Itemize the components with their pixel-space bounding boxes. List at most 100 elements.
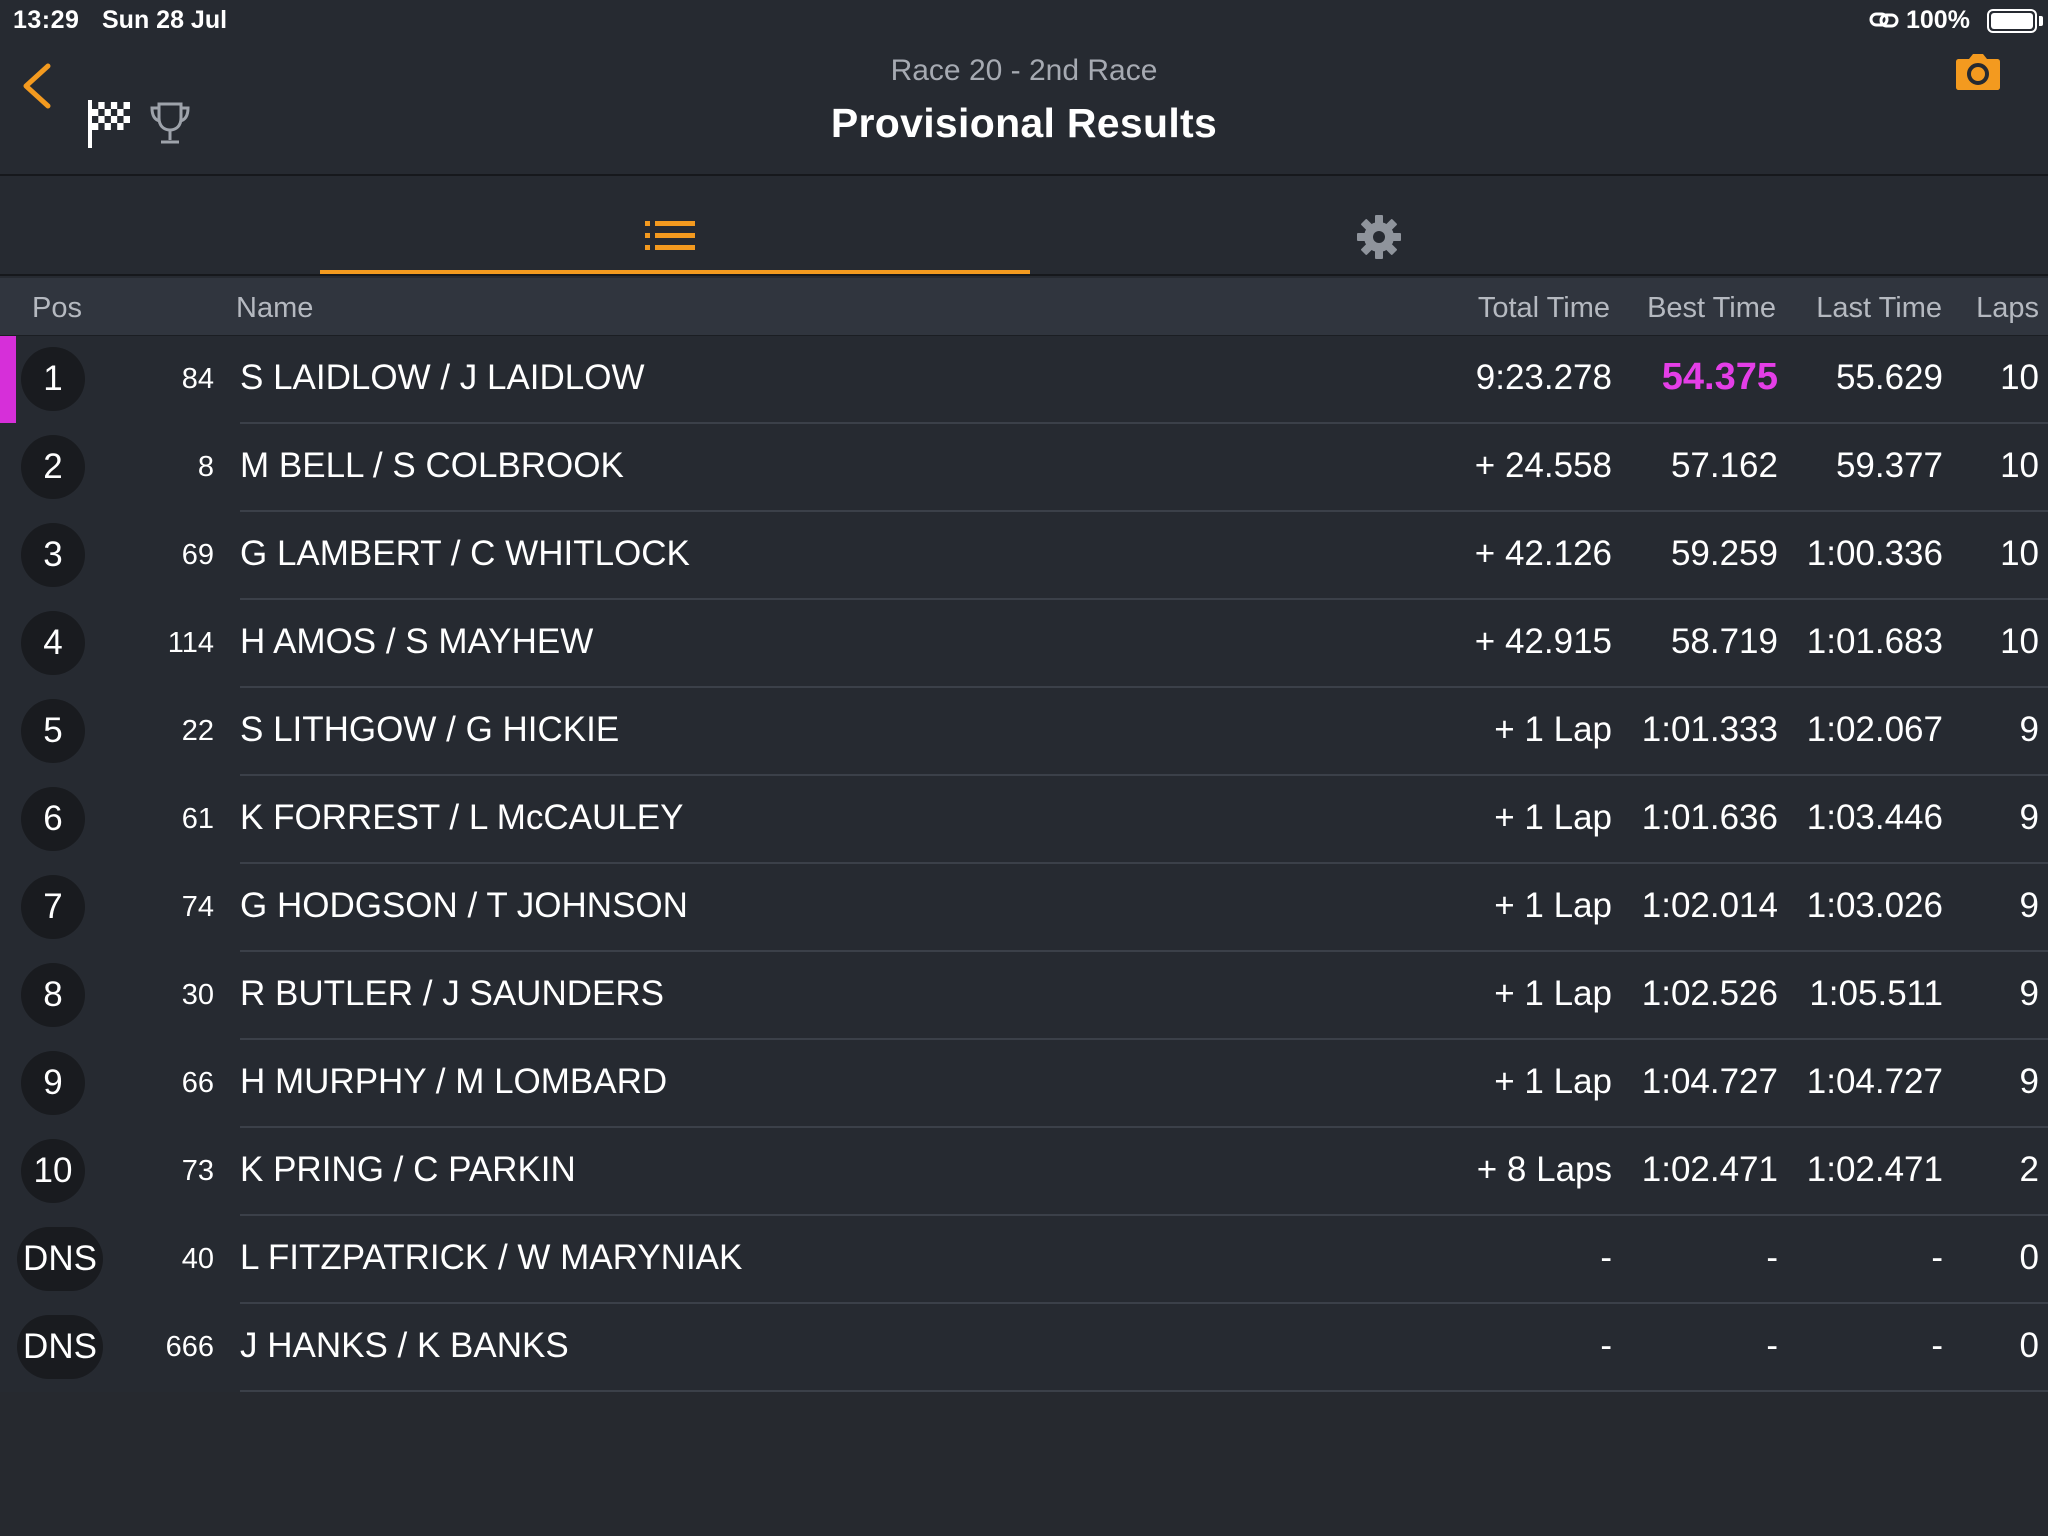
- table-row[interactable]: 3 69 G LAMBERT / C WHITLOCK + 42.126 59.…: [0, 512, 2048, 600]
- leader-indicator: [0, 336, 16, 423]
- laps-count: 9: [2019, 886, 2039, 925]
- best-time: 1:01.333: [1641, 710, 1778, 749]
- total-time: -: [1600, 1326, 1612, 1365]
- car-number: 73: [181, 1155, 214, 1187]
- best-time: 1:02.471: [1641, 1150, 1778, 1189]
- last-time: 59.377: [1835, 446, 1943, 485]
- table-row[interactable]: 10 73 K PRING / C PARKIN + 8 Laps 1:02.4…: [0, 1128, 2048, 1216]
- laps-count: 9: [2019, 710, 2039, 749]
- driver-name: J HANKS / K BANKS: [240, 1326, 569, 1365]
- col-header-pos[interactable]: Pos: [32, 292, 82, 324]
- results-list: 1 84 S LAIDLOW / J LAIDLOW 9:23.278 54.3…: [0, 336, 2048, 1392]
- driver-name: L FITZPATRICK / W MARYNIAK: [240, 1238, 743, 1277]
- col-header-total-time[interactable]: Total Time: [1477, 292, 1610, 324]
- last-time: -: [1931, 1326, 1943, 1365]
- car-number: 40: [181, 1243, 214, 1275]
- laps-count: 2: [2019, 1150, 2039, 1189]
- total-time: + 1 Lap: [1494, 974, 1612, 1013]
- driver-name: H MURPHY / M LOMBARD: [240, 1062, 668, 1101]
- total-time: 9:23.278: [1475, 358, 1612, 397]
- position-badge: 4: [21, 611, 85, 675]
- driver-name: R BUTLER / J SAUNDERS: [240, 974, 664, 1013]
- race-subtitle: Race 20 - 2nd Race: [890, 54, 1158, 87]
- battery-nub: [2039, 16, 2043, 26]
- best-time: 57.162: [1670, 446, 1778, 485]
- laps-count: 0: [2019, 1238, 2039, 1277]
- best-time: 1:02.014: [1641, 886, 1778, 925]
- nav-header: Race 20 - 2nd Race Provisional Results: [0, 40, 2048, 176]
- car-number: 69: [181, 539, 214, 571]
- total-time: + 1 Lap: [1494, 710, 1612, 749]
- last-time: 1:01.683: [1806, 622, 1943, 661]
- table-row[interactable]: 8 30 R BUTLER / J SAUNDERS + 1 Lap 1:02.…: [0, 952, 2048, 1040]
- table-row[interactable]: 9 66 H MURPHY / M LOMBARD + 1 Lap 1:04.7…: [0, 1040, 2048, 1128]
- last-time: 1:00.336: [1806, 534, 1943, 573]
- table-row[interactable]: DNS 666 J HANKS / K BANKS - - - 0: [0, 1304, 2048, 1392]
- status-time: 13:29: [13, 6, 80, 34]
- total-time: + 42.915: [1474, 622, 1612, 661]
- table-row[interactable]: 1 84 S LAIDLOW / J LAIDLOW 9:23.278 54.3…: [0, 336, 2048, 424]
- laps-count: 9: [2019, 1062, 2039, 1101]
- table-row[interactable]: 4 114 H AMOS / S MAYHEW + 42.915 58.719 …: [0, 600, 2048, 688]
- position-badge: DNS: [17, 1315, 103, 1379]
- table-row[interactable]: 7 74 G HODGSON / T JOHNSON + 1 Lap 1:02.…: [0, 864, 2048, 952]
- battery-icon: [1987, 9, 2037, 33]
- last-time: 1:03.026: [1806, 886, 1943, 925]
- best-time: 58.719: [1670, 622, 1778, 661]
- status-date: Sun 28 Jul: [102, 6, 228, 34]
- car-number: 666: [165, 1331, 214, 1363]
- total-time: + 42.126: [1474, 534, 1612, 573]
- best-time: 1:02.526: [1641, 974, 1778, 1013]
- table-row[interactable]: 6 61 K FORREST / L McCAULEY + 1 Lap 1:01…: [0, 776, 2048, 864]
- camera-button[interactable]: [1955, 53, 2001, 91]
- col-header-name[interactable]: Name: [236, 292, 314, 324]
- tab-results-list[interactable]: [320, 176, 1030, 274]
- best-time: 59.259: [1670, 534, 1778, 573]
- col-header-laps[interactable]: Laps: [1976, 292, 2039, 324]
- col-header-best-time[interactable]: Best Time: [1647, 292, 1776, 324]
- car-number: 84: [181, 363, 214, 395]
- row-divider: [240, 1038, 2048, 1040]
- tab-bar: [0, 176, 2048, 276]
- position-badge: 1: [21, 347, 85, 411]
- table-row[interactable]: 2 8 M BELL / S COLBROOK + 24.558 57.162 …: [0, 424, 2048, 512]
- results-table-header: Pos Name Total Time Best Time Last Time …: [0, 278, 2048, 336]
- empty-list-area: [0, 1392, 2048, 1536]
- back-button[interactable]: [14, 58, 60, 114]
- trophy-icon[interactable]: [148, 100, 192, 148]
- tab-settings[interactable]: [1030, 176, 1720, 274]
- row-divider: [240, 1302, 2048, 1304]
- last-time: 1:05.511: [1809, 974, 1943, 1013]
- car-number: 61: [181, 803, 214, 835]
- position-badge: 3: [21, 523, 85, 587]
- best-time-fastest: 54.375: [1661, 356, 1778, 398]
- laps-count: 0: [2019, 1326, 2039, 1365]
- position-badge: 2: [21, 435, 85, 499]
- row-divider: [240, 1214, 2048, 1216]
- driver-name: G HODGSON / T JOHNSON: [240, 886, 688, 925]
- laps-count: 9: [2019, 798, 2039, 837]
- table-row[interactable]: 5 22 S LITHGOW / G HICKIE + 1 Lap 1:01.3…: [0, 688, 2048, 776]
- col-header-last-time[interactable]: Last Time: [1816, 292, 1942, 324]
- total-time: + 24.558: [1474, 446, 1612, 485]
- driver-name: K FORREST / L McCAULEY: [240, 798, 684, 837]
- best-time: -: [1766, 1326, 1778, 1365]
- position-badge: 6: [21, 787, 85, 851]
- car-number: 8: [197, 451, 214, 483]
- position-badge: 5: [21, 699, 85, 763]
- total-time: + 1 Lap: [1494, 1062, 1612, 1101]
- best-time: 1:01.636: [1641, 798, 1778, 837]
- last-time: 1:02.471: [1806, 1150, 1943, 1189]
- row-divider: [240, 862, 2048, 864]
- total-time: -: [1600, 1238, 1612, 1277]
- battery-percentage: 100%: [1906, 6, 1970, 34]
- last-time: 1:03.446: [1806, 798, 1943, 837]
- row-divider: [240, 1126, 2048, 1128]
- car-number: 30: [181, 979, 214, 1011]
- link-icon: [1869, 12, 1899, 28]
- checkered-flag-icon[interactable]: [86, 98, 132, 150]
- driver-name: M BELL / S COLBROOK: [240, 446, 624, 485]
- table-row[interactable]: DNS 40 L FITZPATRICK / W MARYNIAK - - - …: [0, 1216, 2048, 1304]
- position-badge: DNS: [17, 1227, 103, 1291]
- total-time: + 1 Lap: [1494, 798, 1612, 837]
